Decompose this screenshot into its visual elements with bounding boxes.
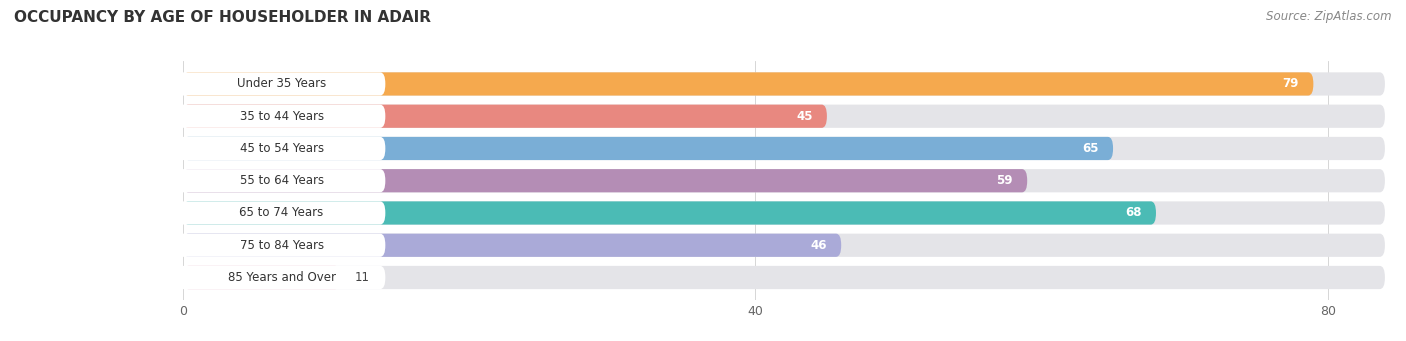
Text: Under 35 Years: Under 35 Years [238,77,326,90]
Text: 45: 45 [796,110,813,123]
FancyBboxPatch shape [183,169,1028,192]
Text: 11: 11 [354,271,370,284]
FancyBboxPatch shape [179,137,385,160]
FancyBboxPatch shape [183,234,1385,257]
Text: 65 to 74 Years: 65 to 74 Years [239,207,323,220]
FancyBboxPatch shape [179,202,385,225]
Text: 79: 79 [1282,77,1299,90]
FancyBboxPatch shape [179,72,385,95]
FancyBboxPatch shape [183,105,1385,128]
Text: 35 to 44 Years: 35 to 44 Years [239,110,323,123]
FancyBboxPatch shape [183,137,1114,160]
Text: 75 to 84 Years: 75 to 84 Years [239,239,323,252]
FancyBboxPatch shape [183,202,1385,225]
FancyBboxPatch shape [183,169,1385,192]
Text: 55 to 64 Years: 55 to 64 Years [239,174,323,187]
FancyBboxPatch shape [179,169,385,192]
FancyBboxPatch shape [183,266,1385,289]
Text: OCCUPANCY BY AGE OF HOUSEHOLDER IN ADAIR: OCCUPANCY BY AGE OF HOUSEHOLDER IN ADAIR [14,10,432,25]
FancyBboxPatch shape [183,202,1156,225]
FancyBboxPatch shape [183,72,1313,95]
FancyBboxPatch shape [183,266,340,289]
FancyBboxPatch shape [183,137,1385,160]
Text: 46: 46 [810,239,827,252]
FancyBboxPatch shape [183,72,1385,95]
FancyBboxPatch shape [179,234,385,257]
FancyBboxPatch shape [179,105,385,128]
Text: 85 Years and Over: 85 Years and Over [228,271,336,284]
FancyBboxPatch shape [183,234,841,257]
Text: 65: 65 [1083,142,1098,155]
Text: 45 to 54 Years: 45 to 54 Years [239,142,323,155]
FancyBboxPatch shape [183,105,827,128]
FancyBboxPatch shape [179,266,385,289]
Text: 68: 68 [1125,207,1142,220]
Text: 59: 59 [997,174,1012,187]
Text: Source: ZipAtlas.com: Source: ZipAtlas.com [1267,10,1392,23]
